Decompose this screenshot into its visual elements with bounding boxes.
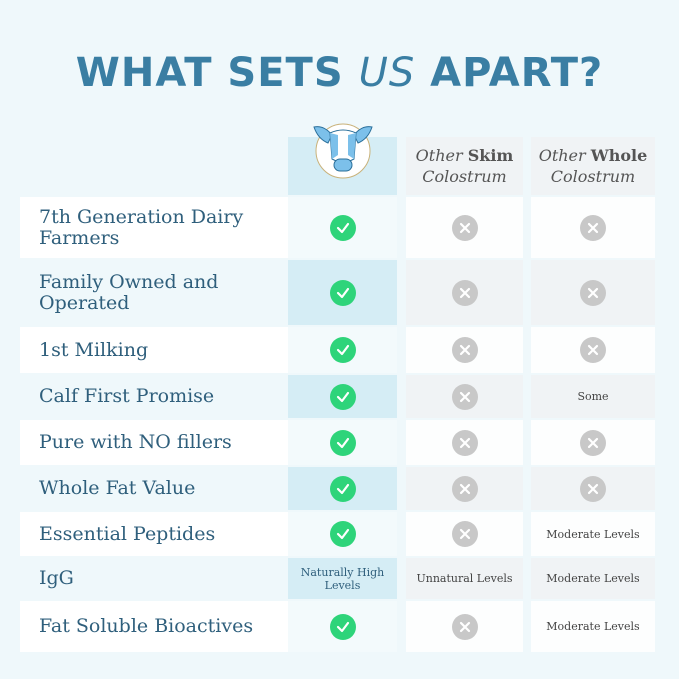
other-whole-header: Other Whole Colostrum — [531, 137, 655, 195]
value-cell — [406, 467, 523, 510]
value-cell: Some — [531, 375, 655, 418]
cross-icon — [451, 613, 478, 640]
value-cell — [288, 601, 397, 652]
table-row: 1st Milking — [20, 327, 655, 373]
table-row: Family Owned and Operated — [20, 260, 655, 325]
value-cell — [406, 197, 523, 258]
value-cell — [406, 420, 523, 465]
cross-icon — [451, 521, 478, 547]
cross-icon — [580, 475, 606, 502]
brand-column-header — [288, 123, 397, 195]
value-cell — [288, 260, 397, 325]
value-cell — [288, 467, 397, 510]
cross-icon — [451, 383, 478, 410]
value-cell — [406, 327, 523, 373]
value-cell — [531, 420, 655, 465]
row-label: Whole Fat Value — [39, 477, 196, 499]
cross-icon — [580, 214, 606, 241]
row-label: Calf First Promise — [39, 385, 215, 407]
cross-icon — [451, 214, 478, 241]
value-cell — [288, 512, 397, 556]
row-label: Pure with NO fillers — [20, 420, 288, 465]
value-cell: Moderate Levels — [531, 512, 655, 556]
check-icon — [329, 521, 356, 547]
row-label: Fat Soluble Bioactives — [20, 601, 288, 652]
value-cell — [531, 327, 655, 373]
table-row: IgG Naturally High Levels Unnatural Levels… — [20, 558, 655, 599]
cow-logo-icon — [313, 123, 373, 179]
table-row: Pure with NO fillers — [20, 420, 655, 465]
cross-icon — [580, 279, 606, 306]
check-icon — [329, 475, 356, 502]
check-icon — [329, 613, 356, 640]
cross-icon — [451, 337, 478, 363]
value-text: Naturally High Levels — [300, 565, 385, 592]
value-cell — [406, 260, 523, 325]
cross-icon — [451, 279, 478, 306]
value-cell: Unnatural Levels — [406, 558, 523, 599]
check-icon — [329, 279, 356, 306]
value-cell — [288, 197, 397, 258]
row-label: Essential Peptides — [20, 512, 288, 556]
table-row: 7th Generation Dairy Farmers — [20, 197, 655, 258]
value-text: Some — [577, 390, 609, 403]
table-row: Essential Peptides Moderate Levels — [20, 512, 655, 556]
value-cell — [531, 260, 655, 325]
table-row: Fat Soluble Bioactives Moderate Levels — [20, 601, 655, 652]
page-title: WHAT SETS US APART? — [75, 50, 604, 96]
value-text: Unnatural Levels — [416, 572, 513, 585]
value-text: Moderate Levels — [546, 620, 640, 633]
cross-icon — [451, 429, 478, 456]
check-icon — [329, 383, 356, 410]
check-icon — [329, 214, 356, 241]
value-cell — [288, 327, 397, 373]
value-text: Moderate Levels — [546, 572, 640, 585]
check-icon — [329, 337, 356, 363]
value-cell: Moderate Levels — [531, 601, 655, 652]
other-skim-header: Other Skim Colostrum — [406, 137, 523, 195]
comparison-table: Other Skim Colostrum Other Whole Colostrum… — [20, 123, 655, 654]
value-cell — [406, 601, 523, 652]
header-row: Other Skim Colostrum Other Whole Colostrum — [20, 123, 655, 195]
table-row: Whole Fat Value — [20, 467, 655, 510]
check-icon — [329, 429, 356, 456]
value-cell — [288, 375, 397, 418]
value-text: Moderate Levels — [546, 527, 640, 541]
row-label: Family Owned and Operated — [39, 270, 219, 314]
value-cell — [531, 197, 655, 258]
cross-icon — [451, 475, 478, 502]
value-cell — [288, 420, 397, 465]
value-cell — [531, 467, 655, 510]
value-cell: Naturally High Levels — [288, 558, 397, 599]
cross-icon — [580, 429, 606, 456]
cross-icon — [580, 337, 606, 363]
value-cell: Moderate Levels — [531, 558, 655, 599]
table-row: Calf First Promise Some — [20, 375, 655, 418]
row-label: 1st Milking — [20, 327, 288, 373]
row-label: IgG — [39, 567, 74, 589]
row-label: 7th Generation Dairy Farmers — [20, 197, 288, 258]
value-cell — [406, 512, 523, 556]
value-cell — [406, 375, 523, 418]
